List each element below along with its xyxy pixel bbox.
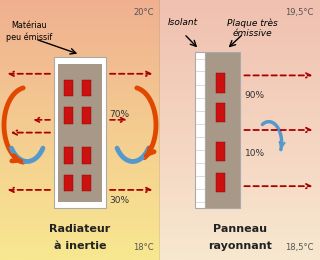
FancyBboxPatch shape	[64, 107, 73, 124]
FancyBboxPatch shape	[82, 174, 91, 191]
Text: Plaque très
émissive: Plaque très émissive	[228, 18, 278, 38]
FancyBboxPatch shape	[64, 80, 73, 96]
FancyBboxPatch shape	[205, 52, 240, 208]
Text: 18°C: 18°C	[133, 243, 154, 252]
FancyBboxPatch shape	[216, 173, 225, 192]
FancyBboxPatch shape	[216, 142, 225, 161]
Text: Panneau: Panneau	[213, 224, 267, 234]
Text: 30%: 30%	[109, 196, 129, 205]
FancyBboxPatch shape	[64, 174, 73, 191]
Text: Isolant: Isolant	[167, 18, 197, 27]
Text: Radiateur: Radiateur	[49, 224, 111, 234]
Text: 70%: 70%	[109, 110, 129, 119]
Text: 10%: 10%	[245, 149, 265, 158]
FancyBboxPatch shape	[216, 103, 225, 122]
Text: Matériau
peu émissif: Matériau peu émissif	[6, 21, 52, 42]
FancyBboxPatch shape	[82, 80, 91, 96]
FancyBboxPatch shape	[59, 64, 102, 202]
Text: rayonnant: rayonnant	[208, 241, 272, 251]
Text: 19,5°C: 19,5°C	[285, 8, 314, 17]
FancyBboxPatch shape	[82, 107, 91, 124]
FancyBboxPatch shape	[82, 147, 91, 164]
Text: 90%: 90%	[245, 91, 265, 100]
FancyBboxPatch shape	[54, 57, 106, 208]
FancyBboxPatch shape	[216, 73, 225, 93]
FancyBboxPatch shape	[64, 147, 73, 164]
Text: 20°C: 20°C	[133, 8, 154, 17]
Text: 18,5°C: 18,5°C	[285, 243, 314, 252]
Text: à inertie: à inertie	[54, 241, 106, 251]
FancyBboxPatch shape	[195, 52, 205, 208]
